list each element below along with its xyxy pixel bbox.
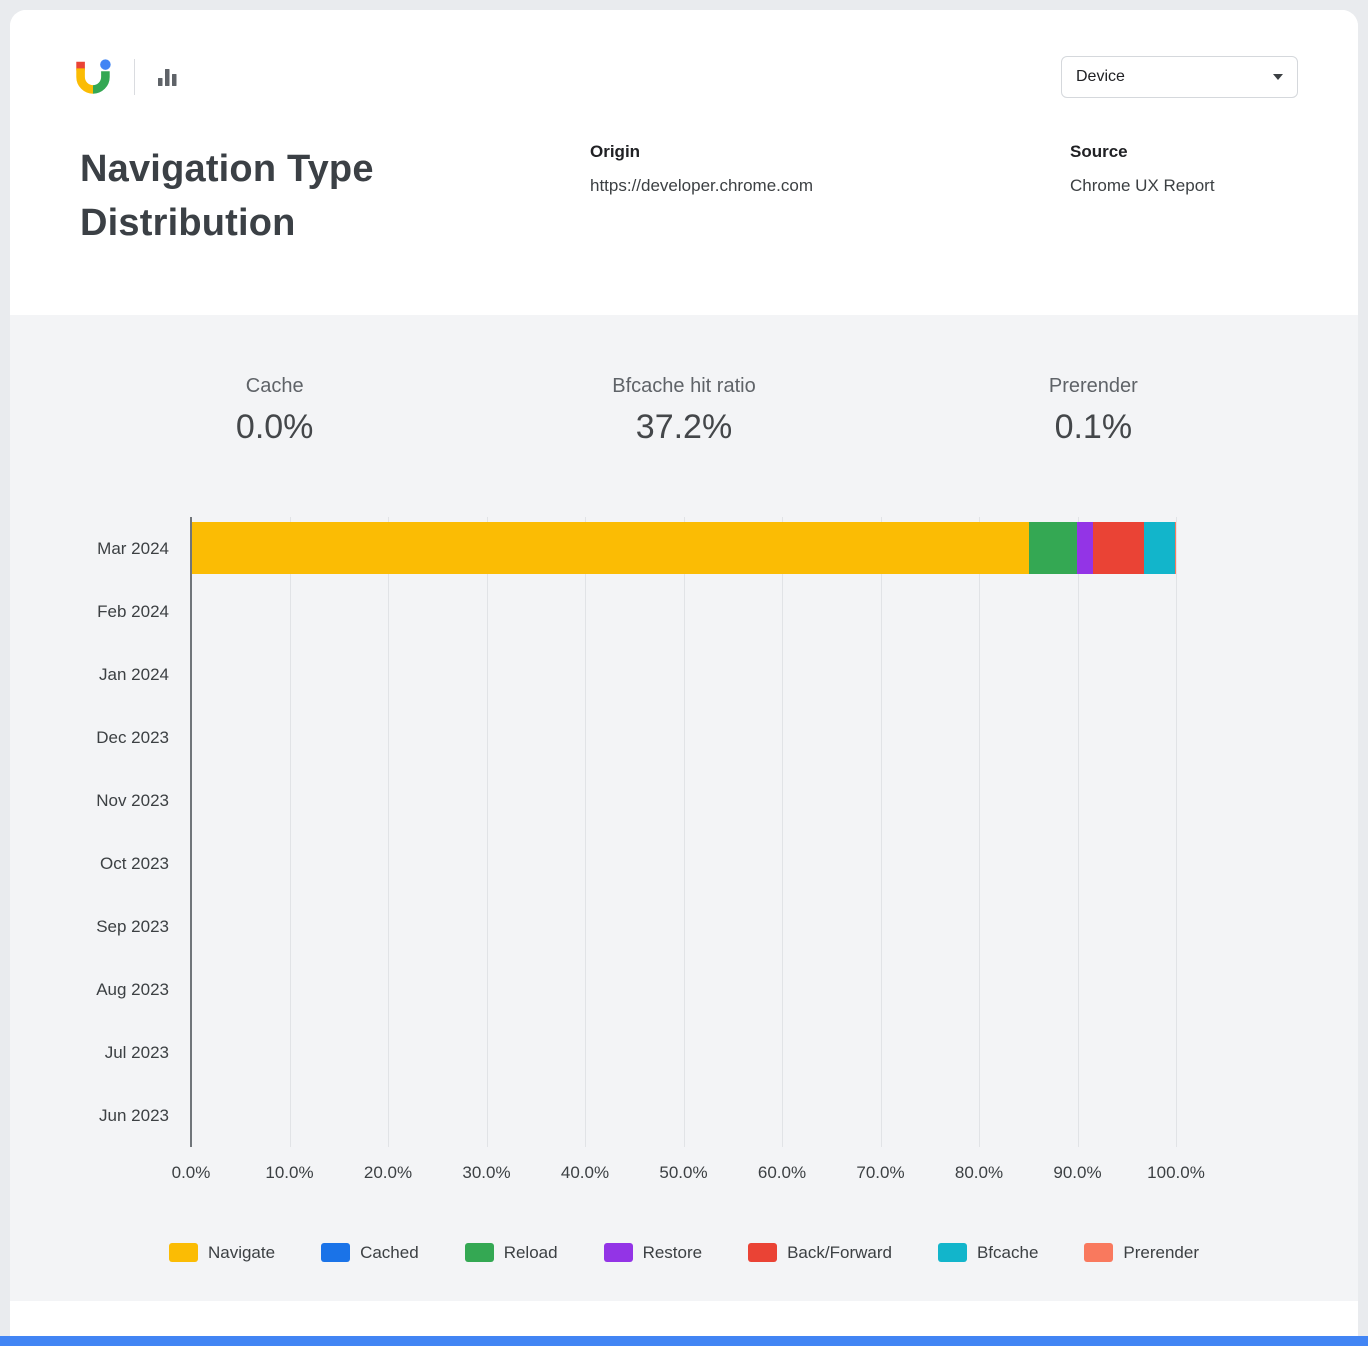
x-tick-label: 40.0% bbox=[560, 1162, 610, 1182]
x-tick-label: 100.0% bbox=[1147, 1162, 1205, 1182]
stats-row: Cache 0.0% Bfcache hit ratio 37.2% Prere… bbox=[10, 375, 1358, 447]
origin-value: https://developer.chrome.com bbox=[590, 176, 814, 195]
stat-cache: Cache 0.0% bbox=[70, 375, 479, 447]
legend-label: Navigate bbox=[207, 1242, 276, 1262]
stat-bfcache-hit-ratio: Bfcache hit ratio 37.2% bbox=[479, 375, 888, 447]
brand-divider bbox=[134, 59, 135, 95]
chart-section: Cache 0.0% Bfcache hit ratio 37.2% Prere… bbox=[10, 314, 1358, 1301]
x-tick-label: 60.0% bbox=[757, 1162, 807, 1182]
y-axis-label: Nov 2023 bbox=[96, 790, 169, 810]
bar-segment-navigate[interactable] bbox=[191, 521, 1030, 574]
stat-label: Bfcache hit ratio bbox=[612, 374, 756, 397]
x-tick-label: 50.0% bbox=[659, 1162, 708, 1182]
stat-value: 0.1% bbox=[1054, 407, 1133, 446]
legend-label: Reload bbox=[503, 1242, 558, 1262]
y-axis-label: Aug 2023 bbox=[96, 979, 169, 999]
plot-area: 0.0% 10.0% 20.0% 30.0% 40.0% 50.0% 60.0% 70.0% 8… bbox=[96, 516, 1205, 1182]
legend-item-cached: Cached bbox=[321, 1243, 419, 1263]
origin-label: Origin bbox=[590, 142, 641, 161]
x-tick-label: 0.0% bbox=[171, 1162, 211, 1182]
legend-swatch bbox=[937, 1243, 967, 1263]
legend: Navigate Cached Reload Restore Back/Forward B… bbox=[10, 1243, 1358, 1263]
brand bbox=[72, 56, 179, 98]
legend-label: Back/Forward bbox=[787, 1242, 892, 1262]
y-axis-line bbox=[190, 516, 192, 1147]
y-axis-label: Feb 2024 bbox=[97, 601, 169, 621]
legend-item-prerender: Prerender bbox=[1084, 1243, 1199, 1263]
header: Device Navigation Type Distribution Orig… bbox=[10, 10, 1358, 315]
gridline bbox=[585, 516, 586, 1147]
navigation-type-chart: 0.0% 10.0% 20.0% 30.0% 40.0% 50.0% 60.0% 70.0% 8… bbox=[10, 516, 1358, 1182]
bar-segment-prerender[interactable] bbox=[1174, 521, 1176, 574]
crux-logo-icon bbox=[76, 59, 111, 94]
x-tick-label: 20.0% bbox=[363, 1162, 413, 1182]
gridline bbox=[388, 516, 389, 1147]
legend-item-navigate: Navigate bbox=[168, 1242, 276, 1263]
y-axis-label: Jul 2023 bbox=[104, 1042, 169, 1062]
x-tick-label: 90.0% bbox=[1053, 1162, 1102, 1182]
gridline bbox=[979, 516, 980, 1147]
bar-chart-icon bbox=[158, 69, 177, 86]
stacked-bar bbox=[191, 521, 1176, 574]
source-label: Source bbox=[1070, 142, 1128, 161]
legend-swatch bbox=[603, 1243, 633, 1263]
gridline bbox=[486, 516, 488, 1147]
legend-swatch bbox=[1084, 1243, 1114, 1263]
gridline bbox=[683, 516, 685, 1147]
y-axis-label: Jan 2024 bbox=[99, 664, 169, 684]
legend-item-restore: Restore bbox=[603, 1242, 703, 1263]
origin-block: Origin https://developer.chrome.com bbox=[590, 142, 1070, 196]
bar-segment-reload[interactable] bbox=[1029, 521, 1078, 574]
page-title: Navigation Type Distribution bbox=[80, 148, 374, 245]
bar-segment-restore[interactable] bbox=[1077, 521, 1094, 574]
x-tick-label: 80.0% bbox=[954, 1162, 1004, 1182]
gridline bbox=[1077, 516, 1079, 1147]
legend-swatch bbox=[168, 1243, 198, 1263]
source-value: Chrome UX Report bbox=[1070, 176, 1215, 195]
stat-value: 37.2% bbox=[635, 407, 733, 446]
device-dropdown-value: Device bbox=[1076, 68, 1125, 85]
stat-prerender: Prerender 0.1% bbox=[889, 375, 1298, 447]
y-axis-label: Sep 2023 bbox=[96, 916, 169, 936]
stat-label: Cache bbox=[245, 374, 304, 397]
topbar: Device bbox=[10, 10, 1358, 98]
y-axis-label: Mar 2024 bbox=[97, 538, 169, 558]
legend-swatch bbox=[748, 1243, 778, 1263]
legend-item-reload: Reload bbox=[464, 1242, 558, 1263]
legend-item-back-forward: Back/Forward bbox=[748, 1243, 892, 1263]
bar-segment-bfcache[interactable] bbox=[1144, 521, 1175, 574]
legend-label: Bfcache bbox=[976, 1242, 1039, 1262]
x-tick-label: 30.0% bbox=[462, 1162, 511, 1182]
x-tick-label: 10.0% bbox=[265, 1162, 314, 1182]
gridline bbox=[880, 516, 882, 1147]
bar-segment-back-forward[interactable] bbox=[1093, 521, 1145, 574]
stat-label: Prerender bbox=[1048, 374, 1138, 397]
stat-value: 0.0% bbox=[235, 407, 314, 446]
x-tick-label: 70.0% bbox=[856, 1162, 905, 1182]
legend-item-bfcache: Bfcache bbox=[937, 1242, 1039, 1263]
legend-swatch bbox=[321, 1243, 351, 1263]
legend-label: Prerender bbox=[1123, 1242, 1200, 1262]
gridline bbox=[1176, 516, 1177, 1147]
legend-label: Cached bbox=[360, 1242, 419, 1262]
device-dropdown[interactable]: Device bbox=[1061, 56, 1298, 98]
legend-label: Restore bbox=[642, 1242, 703, 1262]
source-block: Source Chrome UX Report bbox=[1070, 142, 1318, 196]
title-row: Navigation Type Distribution Origin http… bbox=[10, 98, 1358, 315]
y-axis-label: Oct 2023 bbox=[100, 853, 169, 873]
y-axis-label: Jun 2023 bbox=[99, 1105, 169, 1125]
footer-accent-bar bbox=[0, 1336, 1368, 1346]
gridline bbox=[289, 516, 291, 1147]
chevron-down-icon bbox=[1273, 74, 1283, 80]
y-axis-label: Dec 2023 bbox=[96, 727, 169, 747]
legend-swatch bbox=[464, 1243, 494, 1263]
dashboard-card: Device Navigation Type Distribution Orig… bbox=[10, 10, 1358, 1336]
gridline bbox=[782, 516, 783, 1147]
